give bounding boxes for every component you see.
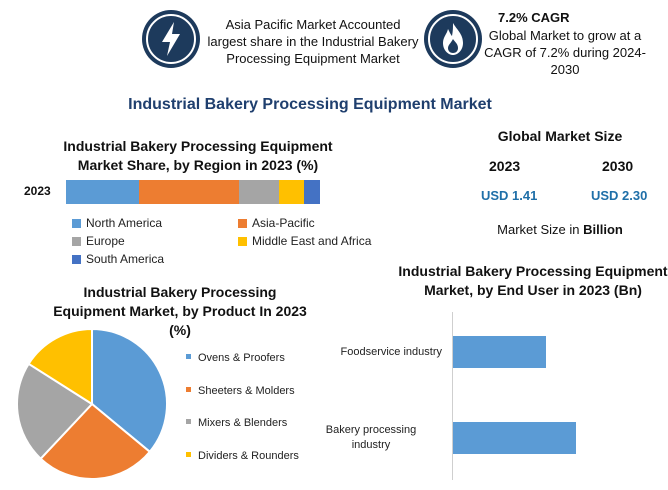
global-market-year-2030: 2030 (602, 158, 634, 174)
header-right-title: 7.2% CAGR (498, 10, 570, 25)
region-legend-item: Middle East and Africa (238, 234, 371, 248)
global-market-value-2030: USD 2.30 (591, 188, 648, 203)
legend-label: North America (86, 216, 163, 230)
pie-legend-item: Dividers & Rounders (186, 450, 299, 462)
global-market-title: Global Market Size (497, 128, 623, 144)
legend-label: South America (86, 252, 165, 266)
pie-legend-item: Sheeters & Molders (186, 385, 295, 397)
main-title: Industrial Bakery Processing Equipment M… (128, 96, 492, 113)
region-bar-segment-middle-east-and-africa (279, 180, 304, 204)
legend-swatch (238, 237, 247, 246)
global-market-year-2023: 2023 (489, 158, 521, 174)
enduser-bar-label-line: Foodservice industry (340, 345, 443, 358)
pie-slice-sheeters-molders (39, 402, 152, 480)
product-chart-title: Industrial Bakery Processing Equipment M… (53, 284, 307, 338)
enduser-bar (453, 422, 576, 454)
legend-label: Sheeters & Molders (198, 384, 295, 397)
region-bar-segment-asia-pacific (138, 180, 239, 204)
enduser-bar-label: Foodservice industry (300, 345, 443, 360)
enduser-chart-axis (452, 312, 453, 480)
legend-label: Dividers & Rounders (198, 449, 299, 462)
pie-legend-item: Ovens & Proofers (186, 352, 285, 364)
region-legend-item: South America (72, 252, 164, 266)
legend-swatch (186, 354, 191, 359)
region-stacked-bar (66, 180, 320, 204)
enduser-bar-label-line: Bakery processing (325, 424, 417, 436)
legend-label: Middle East and Africa (252, 234, 372, 248)
region-chart-category: 2023 (24, 184, 51, 198)
enduser-chart-title: Industrial Bakery Processing Equipment M… (398, 263, 668, 298)
global-market-value-2023: USD 1.41 (481, 188, 538, 203)
region-legend-item: Asia-Pacific (238, 216, 315, 230)
pie-slice-ovens-proofers (91, 327, 168, 454)
legend-swatch (186, 386, 191, 392)
global-market-note: Market Size in Billion (497, 222, 623, 237)
legend-label: Asia-Pacific (252, 216, 315, 230)
legend-label: Mixers & Blenders (198, 417, 288, 429)
enduser-bar-label-line: industry (351, 439, 391, 451)
legend-swatch (72, 255, 81, 264)
legend-label: Europe (86, 234, 125, 248)
region-bar-segment-south-america (303, 180, 320, 204)
pie-legend-item: Mixers & Blenders (186, 417, 287, 429)
legend-swatch (186, 451, 191, 457)
region-bar-segment-europe (238, 180, 280, 204)
lightning-bolt-icon (142, 10, 200, 68)
region-legend-item: North America (72, 216, 162, 230)
enduser-bar-label: Bakery processing industry (300, 423, 442, 453)
legend-swatch (72, 237, 81, 246)
legend-swatch (238, 219, 247, 228)
header-right-text: Global Market to grow at a CAGR of 7.2% … (484, 28, 646, 77)
legend-label: Ovens & Proofers (198, 352, 285, 364)
region-chart-title: Industrial Bakery Processing Equipment M… (63, 138, 333, 173)
product-pie-chart (16, 327, 168, 480)
pie-slice-mixers-blenders (16, 362, 94, 461)
enduser-bar (453, 336, 546, 368)
region-bar-segment-north-america (66, 180, 139, 204)
legend-swatch (72, 219, 81, 228)
legend-swatch (186, 419, 191, 424)
pie-slice-dividers-rounders (27, 327, 93, 406)
header-left-text: Asia Pacific Market Accounted largest sh… (207, 17, 419, 66)
region-legend-item: Europe (72, 234, 125, 248)
flame-icon (424, 10, 482, 68)
